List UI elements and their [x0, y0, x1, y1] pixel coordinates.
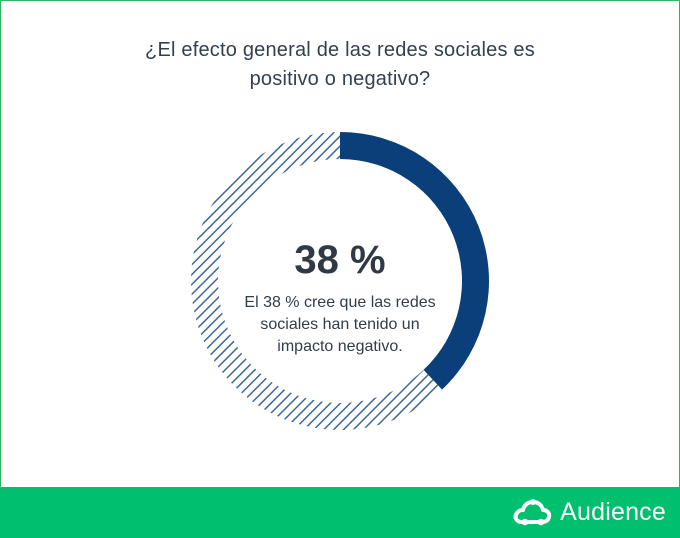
donut-slice-resto [191, 132, 442, 431]
center-value: 38 % [294, 238, 386, 282]
brand-name: Audience [560, 498, 666, 526]
brand-logo: Audience [513, 496, 666, 528]
donut-chart [191, 132, 490, 431]
center-description: El 38 % cree que las redes sociales han … [244, 294, 436, 355]
donut-slice-negativo [340, 132, 490, 390]
footer-bar: Audience [0, 487, 680, 538]
center-block: 38 % El 38 % cree que las redes sociales… [240, 236, 440, 358]
cloud-logo-icon [513, 499, 552, 526]
chart-title: ¿El efecto general de las redes sociales… [0, 36, 680, 94]
title-line-2: positivo o negativo? [249, 68, 431, 90]
title-line-1: ¿El efecto general de las redes sociales… [145, 39, 535, 61]
